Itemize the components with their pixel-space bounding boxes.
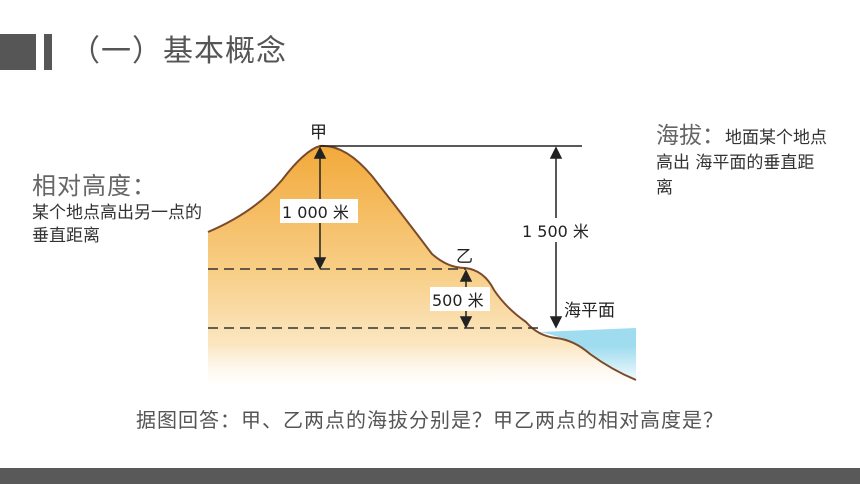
altitude-definition: 海拔：地面某个地点高出 海平面的垂直距离 [656, 124, 831, 201]
sea-level-label: 海平面 [564, 301, 615, 321]
label-1500: 1 500 米 [522, 222, 589, 241]
altitude-description: 地面某个地点高出 海平面的垂直距离 [656, 128, 827, 198]
bottom-bar [0, 468, 860, 484]
terrain-outline [207, 144, 637, 381]
relative-height-title: 相对高度： [32, 172, 157, 200]
question-text: 据图回答：甲、乙两点的海拔分别是？甲乙两点的相对高度是？ [136, 408, 724, 432]
label-500: 500 米 [432, 291, 484, 310]
altitude-title: 海拔： [656, 123, 725, 149]
label-1000: 1 000 米 [282, 203, 349, 222]
title-decor-square [0, 34, 36, 70]
point-jia-label: 甲 [310, 123, 327, 143]
relative-height-description: 某个地点高出另一点的垂直距离 [32, 203, 202, 246]
page-title: （一）基本概念 [70, 34, 287, 69]
point-yi-label: 乙 [456, 247, 473, 267]
title-decor-bar [44, 34, 52, 70]
